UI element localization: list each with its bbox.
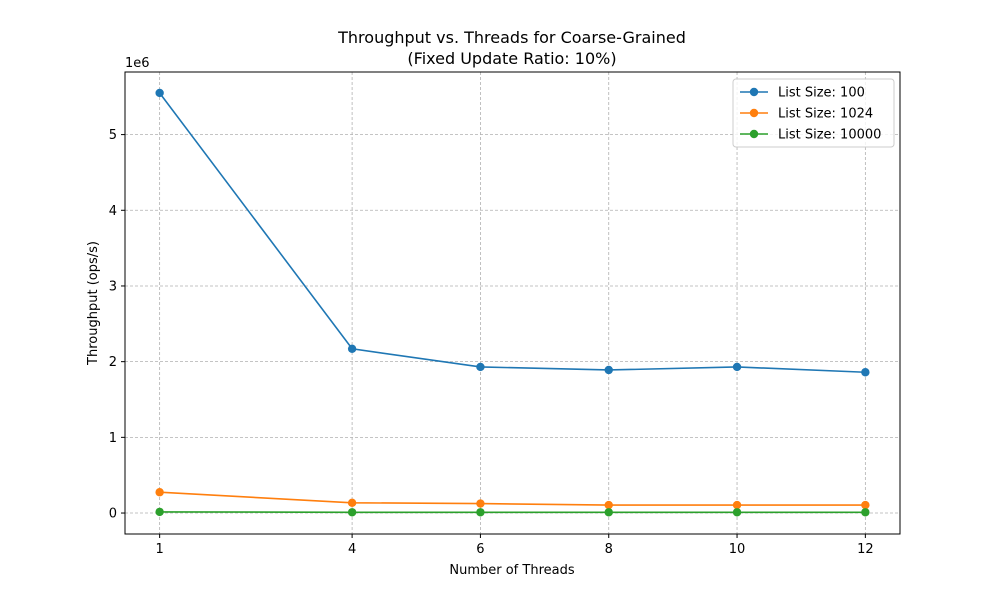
x-tick-label: 8 (605, 542, 613, 557)
data-point (861, 368, 870, 377)
data-point (155, 88, 164, 98)
data-point (604, 508, 613, 517)
data-point (155, 507, 164, 517)
legend-label: List Size: 100 (778, 86, 865, 101)
data-point (732, 508, 742, 517)
data-point (476, 508, 485, 517)
data-point (732, 362, 742, 372)
x-tick-label: 1 (156, 542, 164, 557)
y-offset-label: 1e6 (125, 56, 150, 71)
series-1 (155, 88, 870, 377)
data-point (861, 508, 870, 517)
chart-subtitle: (Fixed Update Ratio: 10%) (407, 49, 616, 68)
legend-label: List Size: 1024 (778, 107, 873, 122)
legend: List Size: 100 List Size: 1024 List Size: … (732, 78, 895, 148)
legend-swatch-marker (749, 108, 759, 118)
x-tick-label: 10 (729, 542, 746, 557)
y-tick-label: 5 (109, 128, 117, 143)
data-point (604, 365, 613, 375)
legend-swatch-marker (749, 129, 759, 139)
legend-item: List Size: 10000 (740, 128, 881, 143)
legend-label: List Size: 10000 (778, 128, 881, 143)
plot-frame (124, 71, 901, 535)
x-axis-label: Number of Threads (449, 563, 574, 578)
x-tick-label: 6 (476, 542, 484, 557)
data-point (732, 500, 742, 510)
data-point (347, 344, 357, 353)
data-point (861, 500, 870, 510)
x-tick-label: 4 (348, 542, 356, 557)
y-tick-label: 4 (109, 204, 117, 219)
data-point (347, 508, 357, 517)
legend-box (732, 78, 895, 148)
chart-title: Throughput vs. Threads for Coarse-Graine… (337, 28, 686, 47)
series-3 (155, 507, 870, 517)
data-point (155, 488, 164, 497)
data-point (347, 498, 357, 508)
legend-swatch-marker (749, 87, 759, 97)
data-point (476, 362, 485, 372)
y-tick-label: 3 (109, 279, 117, 294)
series-2 (155, 488, 870, 510)
series-line (159, 491, 866, 506)
y-axis-label: Throughput (ops/s) (86, 241, 101, 366)
series-layer (155, 88, 870, 517)
x-tick-label: 12 (857, 542, 874, 557)
y-tick-label: 0 (109, 507, 117, 522)
y-tick-label: 1 (109, 431, 117, 446)
series-line (159, 92, 866, 374)
data-point (476, 499, 485, 508)
data-point (604, 500, 613, 510)
y-tick-label: 2 (109, 355, 117, 370)
legend-item: List Size: 1024 (740, 107, 873, 122)
legend-item: List Size: 100 (740, 86, 865, 101)
